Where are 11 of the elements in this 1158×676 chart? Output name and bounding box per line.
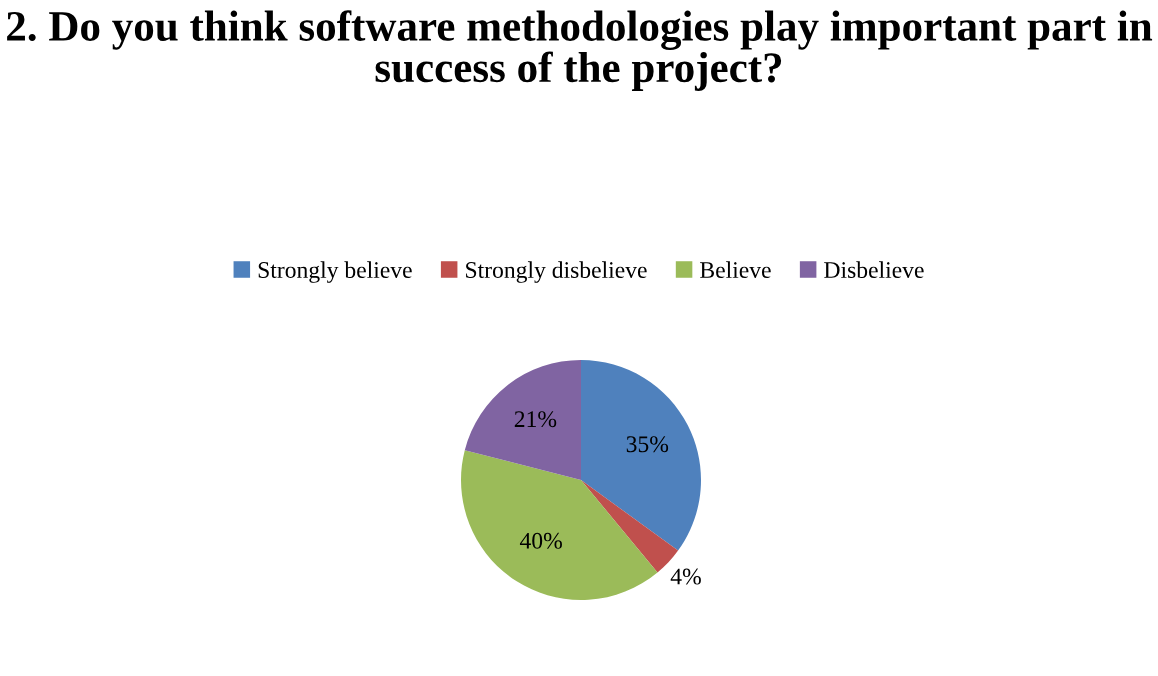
pie-slice: [581, 360, 701, 551]
legend-label: Strongly believe: [258, 261, 412, 283]
data-label: 21%: [514, 411, 557, 428]
data-label: 40%: [519, 532, 562, 549]
legend-label: Believe: [700, 261, 771, 278]
pie-slice: [464, 360, 581, 480]
data-label: 35%: [626, 436, 669, 453]
chart-title: 2. Do you think software methodologies play important part in success of the project?: [7, 10, 1153, 91]
legend-label: Strongly disbelieve: [466, 261, 647, 283]
legend-label: Disbelieve: [824, 261, 924, 278]
data-label: 4%: [670, 568, 701, 585]
